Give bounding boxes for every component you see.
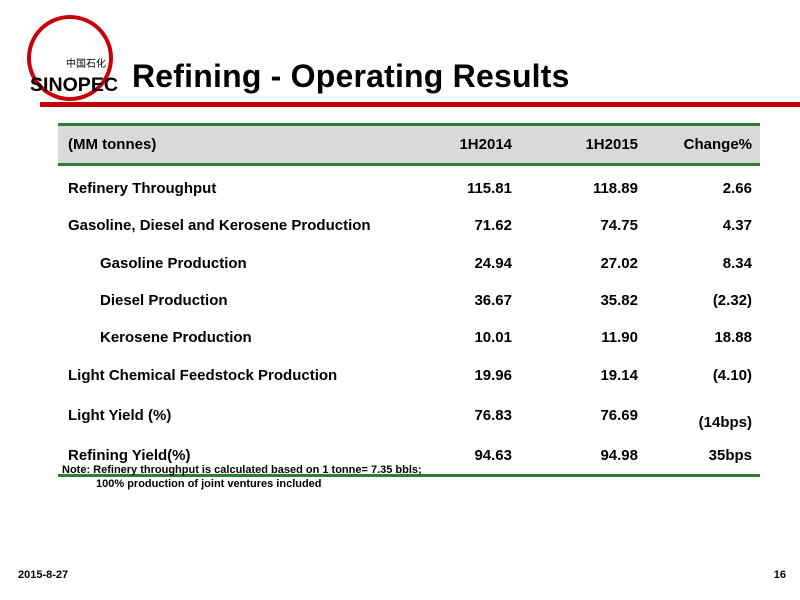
row-label: Light Yield (%) bbox=[68, 406, 172, 424]
page-number: 16 bbox=[773, 569, 786, 581]
row-label: Refinery Throughput bbox=[68, 180, 217, 198]
table-row: Refining Yield(%) 94.63 94.98 35bps bbox=[58, 437, 760, 476]
cell-change: 8.34 bbox=[722, 254, 752, 272]
header-1h2014: 1H2014 bbox=[459, 136, 512, 153]
cell-change: (4.10) bbox=[712, 366, 752, 384]
table-note: Note: Refinery throughput is calculated … bbox=[62, 463, 422, 491]
cell-1h2014: 71.62 bbox=[474, 217, 512, 235]
table-row: Light Chemical Feedstock Production 19.9… bbox=[58, 356, 760, 393]
row-label: Gasoline Production bbox=[100, 254, 247, 272]
cell-1h2015: 27.02 bbox=[600, 254, 638, 272]
header-1h2015: 1H2015 bbox=[585, 136, 638, 153]
cell-1h2014: 94.63 bbox=[474, 447, 512, 465]
table-header-row: (MM tonnes) 1H2014 1H2015 Change% bbox=[58, 124, 760, 165]
cell-change: 18.88 bbox=[714, 329, 752, 347]
page-title: Refining - Operating Results bbox=[132, 58, 570, 94]
cell-change: (14bps) bbox=[698, 414, 752, 432]
table-row: Refinery Throughput 115.81 118.89 2.66 bbox=[58, 165, 760, 208]
cell-1h2015: 94.98 bbox=[600, 447, 638, 465]
cell-1h2014: 76.83 bbox=[474, 406, 512, 424]
logo-chinese-text: 中国石化 bbox=[66, 57, 106, 70]
cell-1h2015: 76.69 bbox=[600, 406, 638, 424]
cell-1h2015: 74.75 bbox=[600, 217, 638, 235]
table-row: Gasoline, Diesel and Kerosene Production… bbox=[58, 207, 760, 244]
row-label: Kerosene Production bbox=[100, 329, 252, 347]
row-label: Light Chemical Feedstock Production bbox=[68, 366, 338, 384]
table-row: Kerosene Production 10.01 11.90 18.88 bbox=[58, 319, 760, 356]
row-label: Refining Yield(%) bbox=[68, 447, 191, 465]
cell-1h2015: 19.14 bbox=[600, 366, 638, 384]
sinopec-logo: 中国石化 SINOPEC bbox=[27, 15, 118, 101]
note-line-1: Note: Refinery throughput is calculated … bbox=[62, 464, 422, 476]
cell-1h2014: 19.96 bbox=[474, 366, 512, 384]
note-line-2: 100% production of joint ventures includ… bbox=[96, 478, 322, 490]
cell-1h2014: 36.67 bbox=[474, 292, 512, 310]
cell-change: 2.66 bbox=[722, 180, 752, 198]
cell-change: 35bps bbox=[708, 447, 752, 465]
cell-1h2015: 118.89 bbox=[592, 180, 638, 198]
footer-date: 2015-8-27 bbox=[18, 569, 69, 581]
table-row: Diesel Production 36.67 35.82 (2.32) bbox=[58, 282, 760, 319]
header-units: (MM tonnes) bbox=[68, 136, 157, 153]
operating-results-table: (MM tonnes) 1H2014 1H2015 Change% Refine… bbox=[58, 123, 760, 477]
cell-1h2014: 115.81 bbox=[466, 180, 512, 198]
logo-brand-text: SINOPEC bbox=[30, 75, 118, 96]
cell-change: (2.32) bbox=[712, 292, 752, 310]
cell-change: 4.37 bbox=[722, 217, 752, 235]
title-divider bbox=[40, 102, 800, 107]
cell-1h2014: 10.01 bbox=[474, 329, 512, 347]
row-label: Gasoline, Diesel and Kerosene Production bbox=[68, 217, 371, 235]
table-row: Light Yield (%) 76.83 76.69 (14bps) bbox=[58, 394, 760, 437]
header-change: Change% bbox=[683, 136, 752, 153]
cell-1h2014: 24.94 bbox=[474, 254, 512, 272]
row-label: Diesel Production bbox=[100, 292, 228, 310]
table-row: Gasoline Production 24.94 27.02 8.34 bbox=[58, 245, 760, 282]
cell-1h2015: 11.90 bbox=[601, 329, 638, 347]
cell-1h2015: 35.82 bbox=[600, 292, 638, 310]
